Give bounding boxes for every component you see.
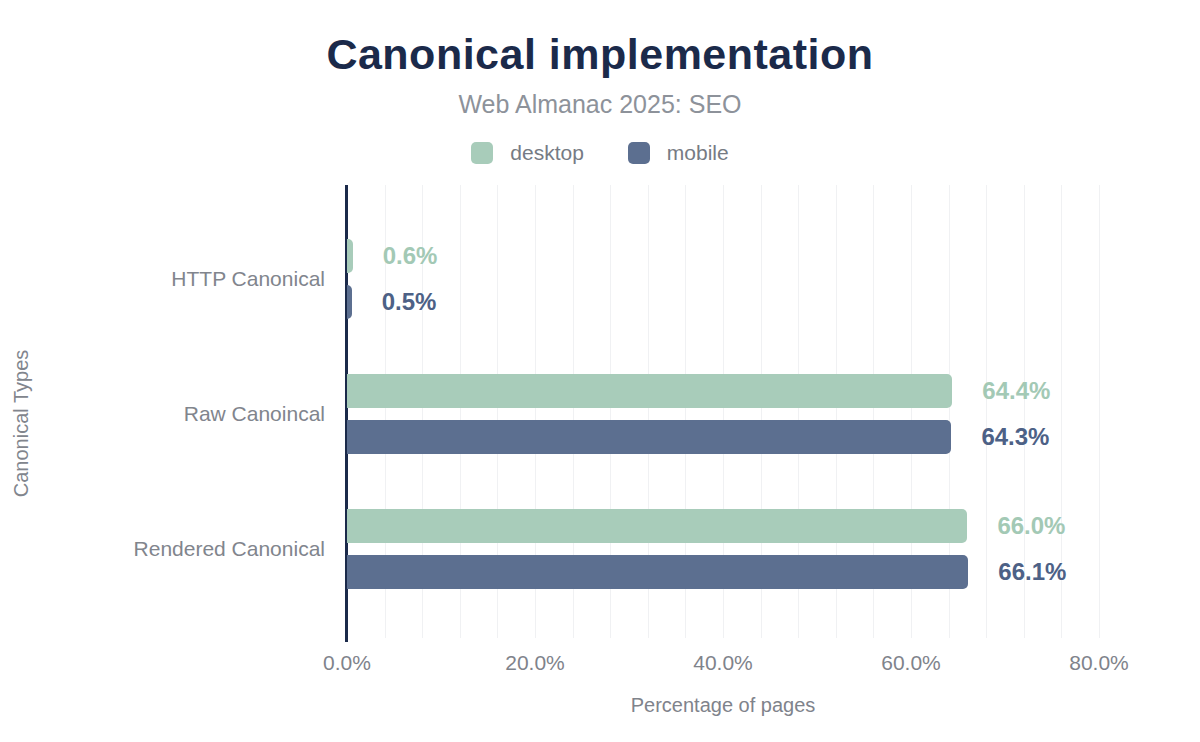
bar-mobile-rendered-canonical[interactable]	[347, 555, 968, 589]
bar-desktop-http-canonical[interactable]	[347, 239, 353, 273]
value-label-desktop-rendered-canonical: 66.0%	[997, 509, 1065, 543]
bar-mobile-raw-canoincal[interactable]	[347, 420, 951, 454]
x-tick-label-200: 20.0%	[475, 651, 595, 675]
legend-item-desktop[interactable]: desktop	[471, 141, 584, 165]
desktop-legend-swatch-icon	[471, 142, 493, 164]
value-label-desktop-raw-canoincal: 64.4%	[982, 374, 1050, 408]
x-axis-title: Percentage of pages	[347, 694, 1099, 717]
chart-subtitle: Web Almanac 2025: SEO	[0, 90, 1200, 119]
gridline	[986, 185, 987, 638]
bar-desktop-raw-canoincal[interactable]	[347, 374, 952, 408]
chart-title: Canonical implementation	[0, 30, 1200, 79]
gridline	[1099, 185, 1100, 638]
mobile-legend-swatch-icon	[628, 142, 650, 164]
value-label-mobile-raw-canoincal: 64.3%	[981, 420, 1049, 454]
bar-mobile-http-canonical[interactable]	[347, 285, 352, 319]
x-tick-label-600: 60.0%	[851, 651, 971, 675]
x-tick-label-400: 40.0%	[663, 651, 783, 675]
bar-chart: Canonical implementation Web Almanac 202…	[0, 0, 1200, 742]
x-tick-label-00: 0.0%	[287, 651, 407, 675]
value-label-desktop-http-canonical: 0.6%	[383, 239, 438, 273]
category-label-rendered-canonical: Rendered Canonical	[0, 532, 335, 566]
category-label-raw-canoincal: Raw Canoincal	[0, 397, 335, 431]
value-label-mobile-http-canonical: 0.5%	[382, 285, 437, 319]
legend-label-mobile: mobile	[667, 141, 729, 165]
category-label-http-canonical: HTTP Canonical	[0, 262, 335, 296]
legend-item-mobile[interactable]: mobile	[628, 141, 729, 165]
x-tick-label-800: 80.0%	[1039, 651, 1159, 675]
plot-area: HTTP Canonical0.6%0.5%Raw Canoincal64.4%…	[347, 185, 1099, 640]
value-label-mobile-rendered-canonical: 66.1%	[998, 555, 1066, 589]
legend: desktop mobile	[0, 141, 1200, 165]
bar-desktop-rendered-canonical[interactable]	[347, 509, 967, 543]
legend-label-desktop: desktop	[510, 141, 584, 165]
